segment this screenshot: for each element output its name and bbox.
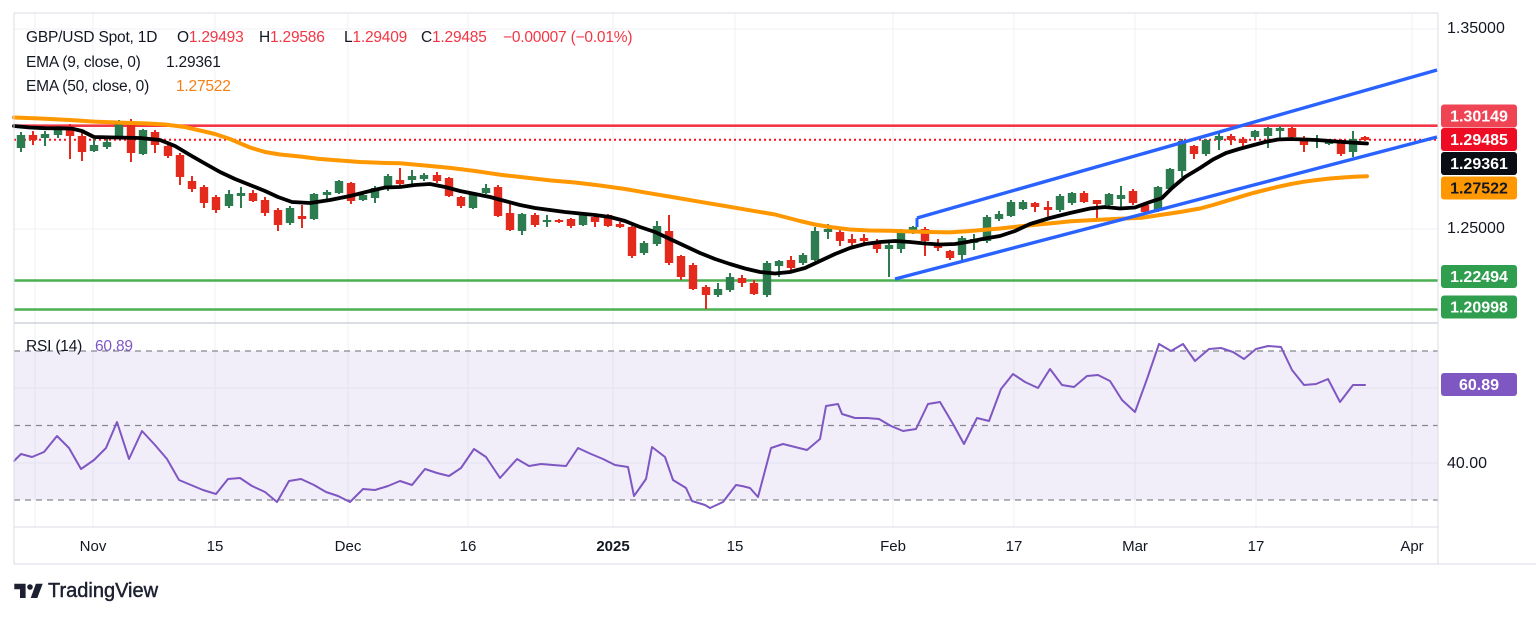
svg-text:40.00: 40.00	[1447, 455, 1487, 472]
svg-text:1.35000: 1.35000	[1447, 20, 1505, 37]
svg-text:1.30149: 1.30149	[1450, 109, 1508, 126]
svg-text:EMA (9, close, 0)1.29361: EMA (9, close, 0) 1.29361	[26, 54, 221, 71]
svg-text:1.29361: 1.29361	[1450, 156, 1508, 173]
svg-text:2025: 2025	[596, 538, 629, 555]
svg-text:Nov: Nov	[80, 538, 107, 555]
svg-text:RSI (14)60.89: RSI (14) 60.89	[26, 338, 133, 355]
svg-text:Mar: Mar	[1122, 538, 1148, 555]
svg-text:Feb: Feb	[880, 538, 906, 555]
svg-text:15: 15	[207, 538, 224, 555]
svg-text:TradingView: TradingView	[48, 580, 159, 602]
svg-text:60.89: 60.89	[1459, 377, 1499, 394]
svg-text:1.25000: 1.25000	[1447, 220, 1505, 237]
svg-text:1.22494: 1.22494	[1450, 269, 1508, 286]
svg-text:EMA (50, close, 0)1.27522: EMA (50, close, 0) 1.27522	[26, 78, 231, 95]
svg-text:1.27522: 1.27522	[1450, 181, 1508, 198]
svg-text:1.20998: 1.20998	[1450, 300, 1508, 317]
svg-text:17: 17	[1006, 538, 1023, 555]
svg-text:15: 15	[727, 538, 744, 555]
svg-text:Dec: Dec	[335, 538, 362, 555]
svg-text:17: 17	[1248, 538, 1265, 555]
svg-text:16: 16	[460, 538, 477, 555]
svg-text:1.29485: 1.29485	[1450, 132, 1508, 149]
svg-text:Apr: Apr	[1400, 538, 1423, 555]
